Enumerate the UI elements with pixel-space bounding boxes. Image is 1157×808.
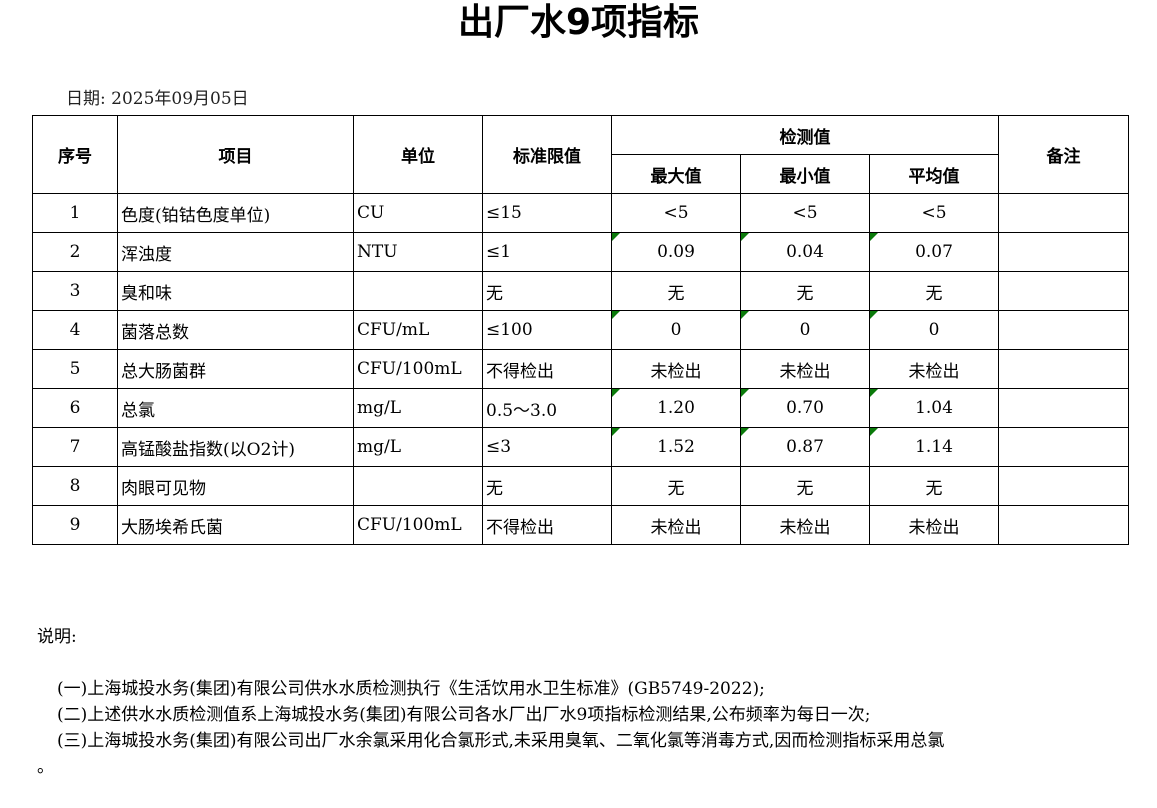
cell-min: 0.87 xyxy=(740,427,870,467)
cell-unit: mg/L xyxy=(353,427,483,467)
cell-avg: 0 xyxy=(868,310,1000,350)
cell-limit: ≤15 xyxy=(482,193,612,233)
cell-remark xyxy=(998,310,1130,350)
table-row: 5 总大肠菌群 CFU/100mL 不得检出 未检出 未检出 未检出 xyxy=(32,349,1130,389)
table-row: 6 总氯 mg/L 0.5～3.0 1.20 0.70 1.04 xyxy=(32,388,1130,428)
note-tail: 。 xyxy=(37,757,54,777)
cell-limit: 不得检出 xyxy=(482,349,612,389)
cell-item: 色度(铂钴色度单位) xyxy=(117,193,354,233)
cell-avg: 无 xyxy=(868,271,1000,311)
table-row: 3 臭和味无无无无 xyxy=(32,271,1130,311)
cell-min: 未检出 xyxy=(740,349,870,389)
cell-remark xyxy=(998,388,1130,428)
cell-limit: 0.5～3.0 xyxy=(482,388,612,428)
cell-seq: 5 xyxy=(32,349,118,389)
cell-item: 菌落总数 xyxy=(117,310,354,350)
header-remark: 备注 xyxy=(998,115,1130,194)
cell-max: 1.52 xyxy=(611,427,741,467)
cell-seq: 3 xyxy=(32,271,118,311)
cell-unit: CFU/100mL xyxy=(353,505,483,545)
cell-unit: CFU/100mL xyxy=(353,349,483,389)
cell-item: 总大肠菌群 xyxy=(117,349,354,389)
cell-min: 未检出 xyxy=(740,505,870,545)
cell-limit: 不得检出 xyxy=(482,505,612,545)
cell-remark xyxy=(998,427,1130,467)
cell-avg: 无 xyxy=(868,466,1000,506)
cell-min: 无 xyxy=(740,271,870,311)
header-measured: 检测值 xyxy=(610,115,1000,155)
cell-max: 无 xyxy=(611,466,741,506)
cell-unit xyxy=(353,271,483,311)
cell-max: 1.20 xyxy=(611,388,741,428)
cell-remark xyxy=(998,271,1130,311)
cell-avg: <5 xyxy=(868,193,1000,233)
header-avg: 平均值 xyxy=(868,154,1000,194)
cell-min: 0.70 xyxy=(740,388,870,428)
header-seq: 序号 xyxy=(32,115,118,194)
cell-min: 0.04 xyxy=(740,232,870,272)
cell-seq: 8 xyxy=(32,466,118,506)
note-item: (二)上述供水水质检测值系上海城投水务(集团)有限公司各水厂出厂水9项指标检测结… xyxy=(57,705,871,725)
cell-max: 无 xyxy=(611,271,741,311)
cell-limit: 无 xyxy=(482,466,612,506)
water-quality-table: 序号 项目 单位 标准限值 检测值 备注 最大值 最小值 平均值 1 色度(铂钴色… xyxy=(32,115,1130,545)
cell-unit: CU xyxy=(353,193,483,233)
cell-seq: 7 xyxy=(32,427,118,467)
note-item: (一)上海城投水务(集团)有限公司供水水质检测执行《生活饮用水卫生标准》(GB5… xyxy=(57,679,765,699)
notes-heading: 说明: xyxy=(37,627,77,647)
cell-remark xyxy=(998,193,1130,233)
header-item: 项目 xyxy=(117,115,354,194)
cell-item: 高锰酸盐指数(以O2计) xyxy=(117,427,354,467)
cell-seq: 6 xyxy=(32,388,118,428)
cell-avg: 1.04 xyxy=(868,388,1000,428)
header-unit: 单位 xyxy=(353,115,483,194)
cell-item: 大肠埃希氏菌 xyxy=(117,505,354,545)
cell-item: 浑浊度 xyxy=(117,232,354,272)
cell-item: 臭和味 xyxy=(117,271,354,311)
cell-avg: 0.07 xyxy=(868,232,1000,272)
table-row: 2 浑浊度 NTU ≤1 0.09 0.04 0.07 xyxy=(32,232,1130,272)
header-min: 最小值 xyxy=(740,154,870,194)
table-row: 4 菌落总数 CFU/mL ≤100 0 0 0 xyxy=(32,310,1130,350)
cell-min: <5 xyxy=(740,193,870,233)
cell-remark xyxy=(998,232,1130,272)
table-row: 8 肉眼可见物无无无无 xyxy=(32,466,1130,506)
cell-limit: ≤3 xyxy=(482,427,612,467)
note-item: (三)上海城投水务(集团)有限公司出厂水余氯采用化合氯形式,未采用臭氧、二氧化氯… xyxy=(57,731,945,751)
cell-avg: 未检出 xyxy=(868,505,1000,545)
page-title: 出厂水9项指标 xyxy=(457,2,700,43)
cell-limit: ≤100 xyxy=(482,310,612,350)
cell-unit: mg/L xyxy=(353,388,483,428)
header-max: 最大值 xyxy=(611,154,741,194)
cell-max: <5 xyxy=(611,193,741,233)
cell-unit xyxy=(353,466,483,506)
cell-min: 无 xyxy=(740,466,870,506)
cell-seq: 4 xyxy=(32,310,118,350)
header-limit: 标准限值 xyxy=(482,115,612,194)
cell-remark xyxy=(998,349,1130,389)
cell-max: 0 xyxy=(611,310,741,350)
cell-max: 0.09 xyxy=(611,232,741,272)
cell-item: 肉眼可见物 xyxy=(117,466,354,506)
cell-seq: 1 xyxy=(32,193,118,233)
cell-max: 未检出 xyxy=(611,349,741,389)
cell-max: 未检出 xyxy=(611,505,741,545)
table-row: 9 大肠埃希氏菌 CFU/100mL 不得检出 未检出 未检出 未检出 xyxy=(32,505,1130,545)
table-row: 1 色度(铂钴色度单位) CU ≤15 <5 <5 <5 xyxy=(32,193,1130,233)
cell-avg: 1.14 xyxy=(868,427,1000,467)
cell-avg: 未检出 xyxy=(868,349,1000,389)
table-row: 7 高锰酸盐指数(以O2计) mg/L ≤3 1.52 0.87 1.14 xyxy=(32,427,1130,467)
report-date: 日期: 2025年09月05日 xyxy=(66,89,249,109)
cell-min: 0 xyxy=(740,310,870,350)
cell-unit: CFU/mL xyxy=(353,310,483,350)
cell-seq: 2 xyxy=(32,232,118,272)
cell-remark xyxy=(998,505,1130,545)
cell-unit: NTU xyxy=(353,232,483,272)
cell-item: 总氯 xyxy=(117,388,354,428)
cell-seq: 9 xyxy=(32,505,118,545)
cell-remark xyxy=(998,466,1130,506)
cell-limit: ≤1 xyxy=(482,232,612,272)
notes: 说明: (一)上海城投水务(集团)有限公司供水水质检测执行《生活饮用水卫生标准》… xyxy=(37,624,944,780)
cell-limit: 无 xyxy=(482,271,612,311)
